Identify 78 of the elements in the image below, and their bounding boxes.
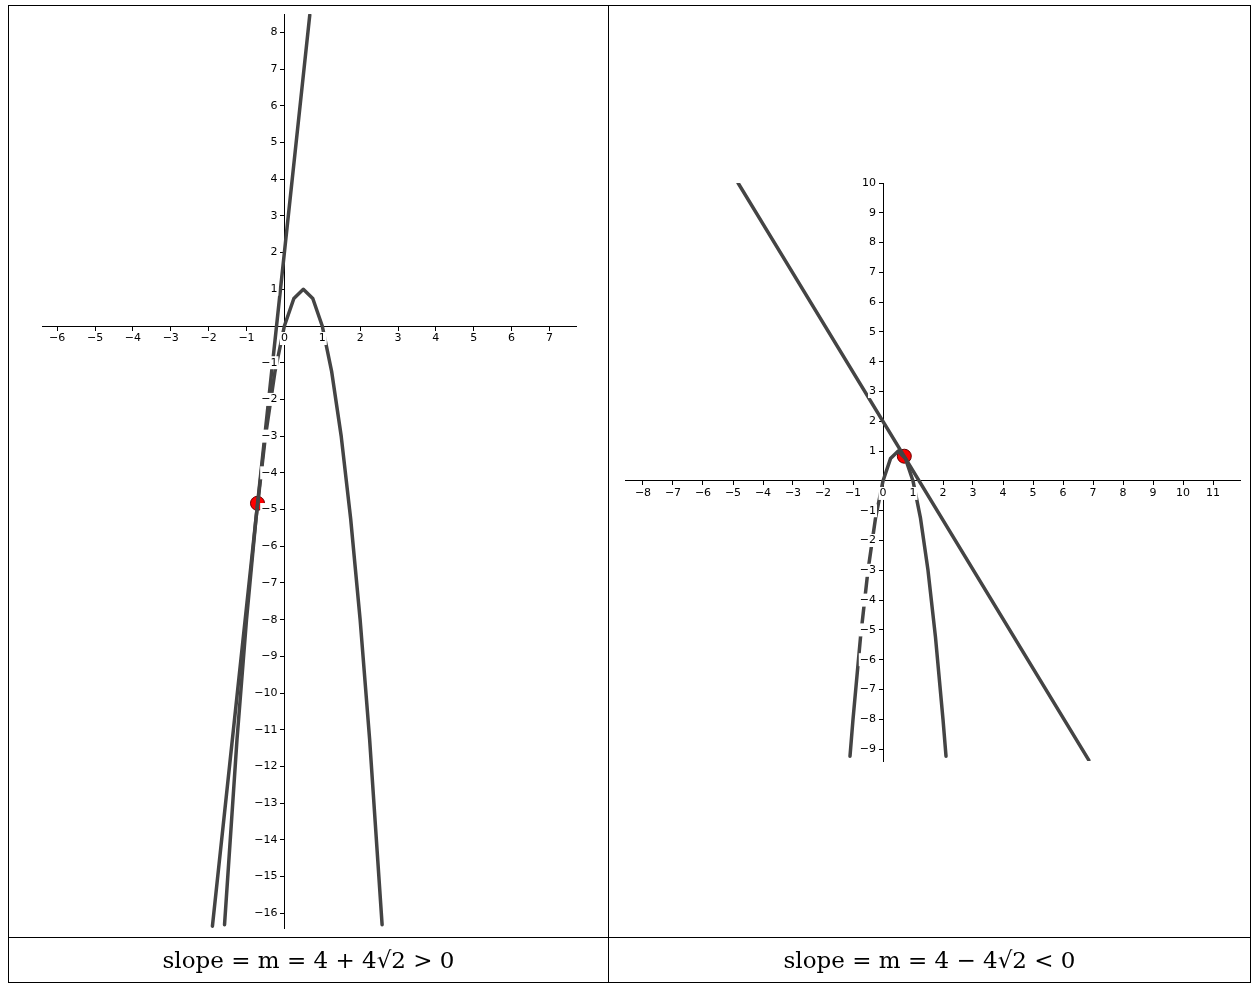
x-tick-label: 7 bbox=[1089, 486, 1097, 500]
y-tick-label: 3 bbox=[270, 208, 278, 222]
x-tick-label: −8 bbox=[634, 486, 652, 500]
y-tick-label: −4 bbox=[261, 465, 278, 479]
y-tick-label: 1 bbox=[869, 444, 876, 457]
x-tick-label: −5 bbox=[724, 486, 742, 500]
x-tick-label: −6 bbox=[49, 331, 66, 345]
y-tick-label: 6 bbox=[270, 98, 278, 112]
x-tick-label: 0 bbox=[879, 486, 887, 500]
y-tick-label: 9 bbox=[869, 205, 876, 219]
x-tick-label: 5 bbox=[1029, 486, 1037, 500]
y-tick-label: −6 bbox=[261, 539, 278, 553]
y-tick-label: 6 bbox=[869, 295, 876, 309]
x-tick-label: −2 bbox=[200, 331, 217, 345]
x-tick-label: 10 bbox=[1176, 486, 1190, 500]
x-tick-label: 11 bbox=[1206, 486, 1220, 500]
y-tick-label: −14 bbox=[254, 832, 278, 846]
x-tick-label: −3 bbox=[162, 331, 179, 345]
x-tick-label: −4 bbox=[754, 486, 772, 500]
y-tick-label: −8 bbox=[859, 712, 876, 726]
y-tick-label: 5 bbox=[270, 135, 278, 149]
x-tick-label: 1 bbox=[318, 331, 326, 345]
y-tick-label: −1 bbox=[859, 503, 876, 517]
y-tick-label: −9 bbox=[261, 649, 278, 663]
y-tick-label: −8 bbox=[261, 612, 278, 626]
x-tick-label: −1 bbox=[238, 331, 255, 345]
x-tick-label: −7 bbox=[664, 486, 682, 500]
y-tick-label: −9 bbox=[859, 741, 876, 755]
x-tick-label: 4 bbox=[999, 486, 1007, 500]
y-tick-label: −3 bbox=[261, 428, 278, 442]
x-tick-label: 6 bbox=[1059, 486, 1067, 500]
y-tick-label: −15 bbox=[254, 869, 278, 883]
x-tick-label: −2 bbox=[814, 486, 832, 500]
x-tick-label: 3 bbox=[394, 331, 402, 345]
x-tick-label: 3 bbox=[969, 486, 977, 500]
y-tick-label: 1 bbox=[270, 282, 278, 296]
y-tick-label: 2 bbox=[869, 414, 876, 428]
y-tick-label: 8 bbox=[270, 25, 278, 39]
x-tick-label: 9 bbox=[1149, 486, 1157, 500]
x-tick-label: 4 bbox=[432, 331, 440, 345]
x-tick-label: 7 bbox=[545, 331, 553, 345]
y-tick-label: −1 bbox=[261, 355, 278, 369]
y-tick-label: 7 bbox=[869, 265, 876, 279]
x-tick-label: 2 bbox=[356, 331, 364, 345]
y-tick-label: −13 bbox=[254, 796, 278, 810]
x-tick-label: 2 bbox=[939, 486, 947, 500]
x-tick-label: 6 bbox=[508, 331, 516, 345]
text: slope = m = 4 + 4√2 > 0 bbox=[161, 946, 456, 975]
y-tick-label: −11 bbox=[254, 722, 278, 736]
y-tick-label: −10 bbox=[254, 685, 278, 699]
y-tick-label: 4 bbox=[869, 354, 876, 368]
y-tick-label: 8 bbox=[869, 235, 876, 249]
y-tick-label: −4 bbox=[859, 592, 876, 606]
y-tick-label: −12 bbox=[254, 759, 278, 773]
y-tick-label: −5 bbox=[859, 622, 876, 636]
x-tick-label: 5 bbox=[470, 331, 478, 345]
y-tick-label: −3 bbox=[859, 563, 876, 577]
x-tick-label: −4 bbox=[124, 331, 141, 345]
y-tick-label: 4 bbox=[270, 172, 278, 186]
y-tick-label: −7 bbox=[261, 575, 278, 589]
y-tick-label: 3 bbox=[869, 384, 876, 398]
y-tick-label: −2 bbox=[859, 533, 876, 547]
y-tick-label: 7 bbox=[270, 61, 278, 75]
y-tick-label: −2 bbox=[261, 392, 278, 406]
x-tick-label: −5 bbox=[86, 331, 104, 345]
y-tick-label: 2 bbox=[270, 245, 278, 259]
y-tick-label: −6 bbox=[859, 652, 876, 666]
x-tick-label: 0 bbox=[280, 331, 288, 345]
text: slope = m = 4 − 4√2 < 0 bbox=[782, 946, 1077, 975]
x-tick-label: 8 bbox=[1119, 486, 1127, 500]
y-tick-label: −7 bbox=[859, 682, 876, 696]
y-tick-label: −5 bbox=[261, 502, 278, 516]
x-tick-label: 1 bbox=[909, 486, 917, 500]
x-tick-label: −1 bbox=[844, 486, 862, 500]
y-tick-label: 10 bbox=[862, 175, 876, 189]
x-tick-label: −3 bbox=[784, 486, 802, 500]
y-tick-label: −16 bbox=[254, 906, 278, 920]
x-tick-label: −6 bbox=[694, 486, 712, 500]
